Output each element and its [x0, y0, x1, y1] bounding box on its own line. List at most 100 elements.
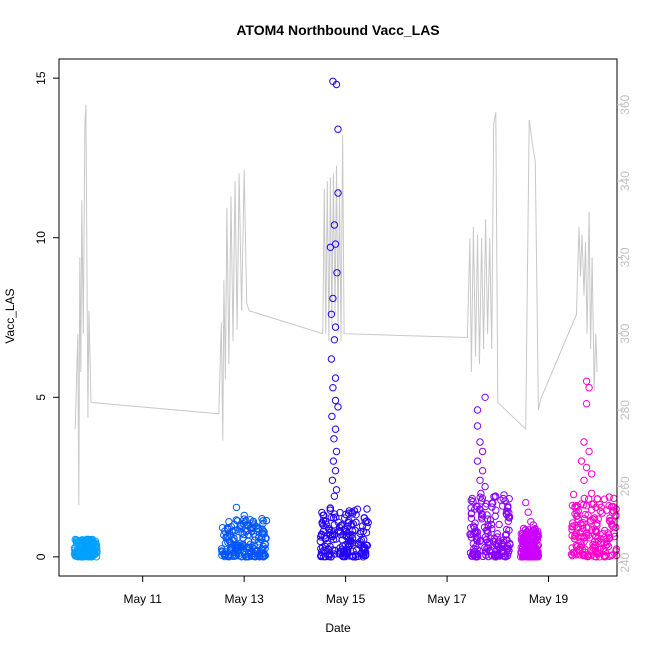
scatter-point	[331, 425, 340, 433]
scatter-point	[575, 533, 583, 541]
scatter-point	[331, 467, 340, 475]
scatter-point	[73, 552, 81, 560]
scatter-point	[240, 511, 248, 520]
scatter-point	[321, 542, 330, 551]
scatter-point	[517, 530, 525, 538]
scatter-point	[93, 544, 101, 552]
scatter-point	[605, 502, 613, 510]
x-tick-label: May 19	[529, 592, 569, 606]
scatter-point	[577, 500, 585, 508]
scatter-point	[242, 527, 250, 536]
scatter-point	[580, 476, 588, 484]
scatter-point	[483, 511, 491, 519]
y2-tick-label: 260	[618, 476, 632, 496]
scatter-point	[256, 552, 264, 560]
scatter-point	[582, 463, 591, 472]
scatter-point	[93, 549, 101, 557]
scatter-point	[582, 377, 591, 385]
y2-tick-label: 240	[618, 552, 632, 572]
scatter-point	[573, 509, 581, 517]
scatter-point	[329, 546, 337, 554]
scatter-point	[581, 510, 589, 519]
scatter-point	[350, 507, 359, 515]
scatter-point	[600, 495, 609, 503]
scatter-point	[78, 553, 86, 561]
scatter-point	[595, 500, 604, 509]
scatter-point	[478, 467, 487, 475]
scatter-point	[223, 532, 232, 541]
scatter-point	[232, 551, 241, 560]
scatter-point	[534, 552, 542, 560]
y2-tick-label: 300	[618, 323, 632, 343]
scatter-point	[589, 541, 597, 549]
scatter-point	[574, 523, 582, 531]
scatter-point	[578, 546, 587, 554]
scatter-point	[233, 547, 242, 556]
scatter-point	[573, 512, 581, 520]
scatter-point	[334, 403, 342, 411]
y2-tick-label: 280	[618, 400, 632, 420]
scatter-point	[529, 531, 538, 540]
scatter-point	[534, 527, 542, 536]
scatter-layer	[70, 77, 621, 561]
scatter-point	[361, 546, 369, 554]
scatter-point	[259, 519, 267, 528]
scatter-point	[232, 503, 241, 512]
scatter-point	[344, 549, 352, 557]
scatter-point	[579, 524, 587, 533]
scatter-point	[612, 505, 620, 513]
scatter-point	[83, 535, 91, 543]
scatter-point	[483, 544, 491, 552]
scatter-point	[352, 511, 360, 519]
scatter-point	[240, 515, 248, 523]
scatter-point	[523, 547, 532, 555]
scatter-point	[529, 521, 537, 529]
scatter-point	[594, 515, 602, 523]
scatter-point	[326, 243, 335, 252]
scatter-point	[251, 536, 259, 544]
scatter-point	[478, 494, 487, 502]
scatter-point	[332, 535, 340, 543]
scatter-point	[331, 323, 340, 331]
scatter-point	[332, 486, 341, 494]
scatter-point	[246, 544, 254, 552]
scatter-point	[356, 529, 364, 538]
scatter-point	[593, 522, 601, 530]
scatter-point	[501, 531, 510, 539]
scatter-point	[258, 545, 266, 554]
scatter-point	[584, 511, 592, 519]
scatter-point	[602, 542, 610, 550]
scatter-point	[330, 221, 339, 229]
scatter-point	[258, 515, 266, 523]
scatter-point	[491, 512, 499, 520]
scatter-point	[334, 189, 342, 197]
scatter-point	[232, 516, 241, 524]
y-tick-label: 10	[34, 231, 48, 245]
scatter-point	[601, 526, 609, 535]
scatter-point	[322, 534, 330, 543]
scatter-point	[332, 447, 341, 456]
scatter-point	[228, 552, 236, 560]
x-tick-label: May 15	[326, 592, 366, 606]
scatter-point	[361, 551, 370, 560]
scatter-point	[334, 125, 342, 133]
scatter-point	[242, 553, 251, 561]
scatter-point	[590, 514, 599, 522]
scatter-point	[495, 520, 503, 529]
scatter-point	[329, 535, 338, 544]
scatter-point	[499, 494, 507, 503]
scatter-series-1	[217, 503, 271, 561]
axes-layer: 0 5 10 15 240 260 280 300 320 340 360 May 11 May 13 M…	[34, 71, 632, 606]
scatter-point	[327, 513, 335, 522]
scatter-point	[334, 518, 342, 526]
scatter-point	[585, 534, 594, 542]
scatter-point	[478, 447, 487, 456]
scatter-point	[317, 552, 325, 561]
scatter-point	[467, 514, 476, 522]
scatter-point	[500, 536, 508, 544]
scatter-point	[601, 551, 609, 560]
scatter-point	[329, 457, 338, 465]
scatter-series-5	[567, 377, 621, 561]
scatter-point	[330, 435, 338, 443]
y-tick-label: 0	[34, 553, 48, 560]
